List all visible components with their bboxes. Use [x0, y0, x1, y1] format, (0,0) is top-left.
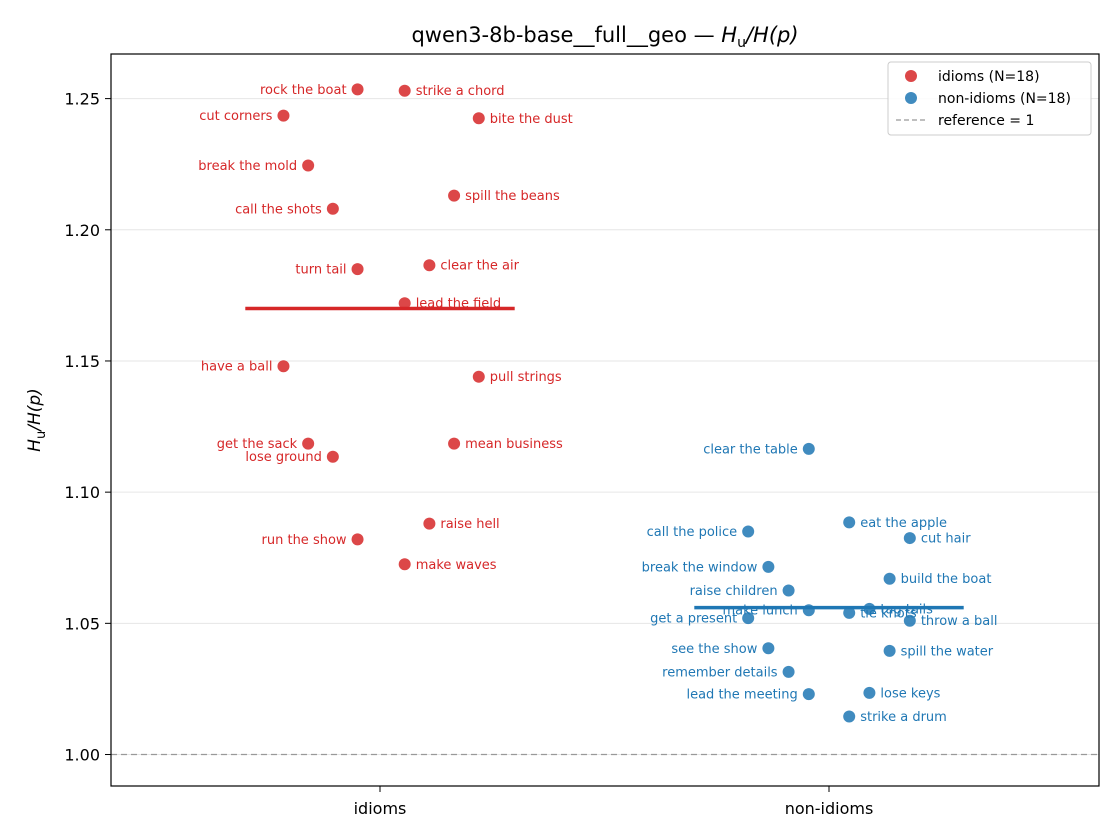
- data-point: [472, 370, 485, 383]
- data-point: [326, 202, 339, 215]
- point-label: break the mold: [198, 159, 297, 174]
- point-label: cut hair: [921, 532, 971, 547]
- data-point: [762, 642, 775, 655]
- point-label: clear the table: [703, 442, 798, 457]
- point-label: lead the meeting: [686, 688, 797, 703]
- data-point: [351, 533, 364, 546]
- y-tick-label: 1.20: [64, 221, 100, 240]
- y-axis: 1.00 1.05 1.10 1.15 1.20 1.25: [64, 90, 111, 765]
- y-tick-label: 1.25: [64, 90, 100, 109]
- data-point: [903, 614, 916, 627]
- point-label: have a ball: [201, 360, 273, 375]
- data-point: [742, 525, 755, 538]
- point-label: turn tail: [295, 263, 346, 278]
- legend: idioms (N=18) non-idioms (N=18) referenc…: [887, 61, 1092, 136]
- point-label: strike a drum: [860, 710, 947, 725]
- data-point: [448, 189, 461, 202]
- data-point: [802, 442, 815, 455]
- data-point: [903, 532, 916, 545]
- point-label: eat the apple: [860, 516, 947, 531]
- data-point: [398, 297, 411, 310]
- data-point: [448, 437, 461, 450]
- point-label: pull strings: [490, 370, 562, 385]
- data-point: [802, 604, 815, 617]
- legend-label-reference: reference = 1: [938, 113, 1034, 129]
- data-point: [351, 263, 364, 276]
- y-tick-label: 1.10: [64, 483, 100, 502]
- point-label: bite the dust: [490, 112, 573, 127]
- point-label: lead the field: [416, 297, 501, 312]
- data-point: [883, 572, 896, 585]
- point-label: lose ground: [245, 450, 321, 465]
- point-label: call the shots: [235, 202, 322, 217]
- data-point: [883, 644, 896, 657]
- data-point: [843, 606, 856, 619]
- point-label: clear the air: [440, 259, 519, 274]
- point-label: rock the boat: [260, 83, 347, 98]
- point-label: remember details: [662, 665, 778, 680]
- legend-marker-idioms: [905, 70, 917, 82]
- legend-label-non-idioms: non-idioms (N=18): [938, 91, 1071, 107]
- data-point: [398, 84, 411, 97]
- point-label: raise children: [690, 584, 778, 599]
- data-point: [398, 558, 411, 571]
- plot-frame: [110, 53, 1100, 787]
- data-point: [277, 360, 290, 373]
- x-axis: idioms non-idioms: [354, 786, 874, 818]
- point-label: cut corners: [199, 109, 272, 124]
- mean-lines: [245, 306, 964, 610]
- data-point: [302, 159, 315, 172]
- data-point: [302, 437, 315, 450]
- data-point: [423, 517, 436, 530]
- point-label: get the sack: [217, 437, 298, 452]
- point-label: make lunch: [722, 604, 797, 619]
- data-point: [326, 450, 339, 463]
- data-point: [742, 612, 755, 625]
- data-point: [782, 584, 795, 597]
- point-label: build the boat: [901, 572, 992, 587]
- point-labels: rock the boat strike a chord cut corners bi…: [198, 83, 997, 725]
- point-label: spill the water: [901, 644, 994, 659]
- data-point: [863, 602, 876, 615]
- point-label: mean business: [465, 437, 563, 452]
- data-point: [762, 560, 775, 573]
- point-label: raise hell: [440, 517, 499, 532]
- point-label: break the window: [642, 560, 758, 575]
- data-points: [277, 83, 916, 723]
- data-point: [277, 109, 290, 122]
- point-label: call the police: [647, 525, 738, 540]
- point-label: throw a ball: [921, 614, 998, 629]
- data-point: [802, 688, 815, 701]
- point-label: spill the beans: [465, 189, 560, 204]
- legend-marker-non-idioms: [905, 92, 917, 104]
- point-label: see the show: [671, 642, 757, 657]
- chart-title: qwen3-8b-base__full__geo — Hu/H(p): [411, 23, 798, 51]
- data-point: [782, 665, 795, 678]
- data-point: [863, 686, 876, 699]
- data-point: [472, 112, 485, 125]
- data-point: [351, 83, 364, 96]
- legend-label-idioms: idioms (N=18): [938, 69, 1040, 85]
- y-tick-label: 1.15: [64, 352, 100, 371]
- legend-box: [887, 61, 1092, 136]
- point-label: make waves: [416, 558, 497, 573]
- data-point: [843, 516, 856, 529]
- x-tick-label-non-idioms: non-idioms: [785, 799, 874, 818]
- point-label: lose keys: [880, 686, 940, 701]
- data-point: [843, 710, 856, 723]
- y-tick-label: 1.00: [64, 746, 100, 765]
- data-point: [423, 259, 436, 272]
- y-tick-label: 1.05: [64, 614, 100, 633]
- point-label: tag tails: [880, 602, 933, 617]
- y-axis-label: Hu/H(p): [25, 388, 49, 452]
- point-label: run the show: [262, 533, 347, 548]
- x-tick-label-idioms: idioms: [354, 799, 407, 818]
- point-label: get a present: [650, 612, 737, 627]
- point-label: strike a chord: [416, 84, 505, 99]
